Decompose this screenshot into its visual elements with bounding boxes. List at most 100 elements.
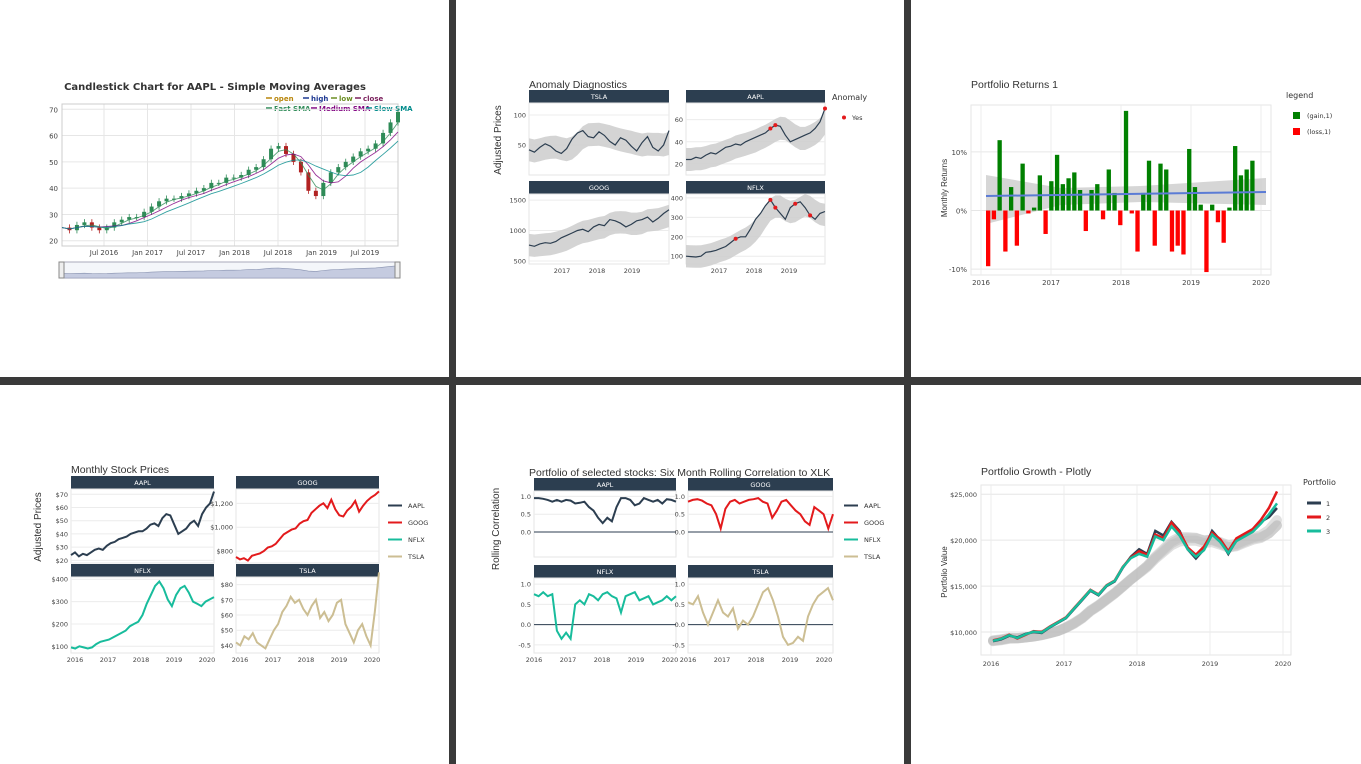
candle-body-26 bbox=[254, 167, 259, 170]
bar-4 bbox=[1008, 187, 1014, 211]
anomaly-point-1-2 bbox=[823, 106, 827, 111]
facet-y-tick-2-1: 1000 bbox=[509, 227, 526, 235]
x-tick-0-3: 2019 bbox=[628, 656, 645, 664]
legend-title: Anomaly bbox=[832, 93, 867, 102]
facet-line-1 bbox=[687, 497, 834, 533]
candle-body-28 bbox=[269, 148, 274, 160]
candle-body-23 bbox=[231, 177, 236, 179]
facet-strip-label-2: NFLX bbox=[134, 567, 151, 575]
legend-label-0: open bbox=[274, 95, 294, 103]
chart-title: Anomaly Diagnostics bbox=[529, 79, 627, 91]
legend-label-2: NFLX bbox=[864, 536, 881, 544]
bar-15 bbox=[1072, 172, 1077, 211]
candle-body-34 bbox=[313, 190, 318, 197]
bar-27 bbox=[1141, 192, 1146, 211]
facet-strip-2 bbox=[529, 181, 669, 194]
legend-label-3: TSLA bbox=[407, 553, 425, 561]
panel-returns: Portfolio Returns 1 Monthly Returns -10% 0%… bbox=[911, 0, 1361, 377]
candle-body-40 bbox=[358, 151, 363, 157]
y-tick-3: 50 bbox=[49, 159, 58, 167]
bar-17 bbox=[1083, 210, 1088, 232]
x-tick-1-2: 2019 bbox=[781, 267, 798, 275]
facet-line-2 bbox=[533, 590, 677, 642]
candle-body-37 bbox=[336, 167, 341, 173]
bar-43 bbox=[1233, 146, 1238, 211]
legend-label-2: low bbox=[339, 95, 353, 103]
bar-10 bbox=[1043, 210, 1048, 234]
bar-16 bbox=[1077, 190, 1083, 211]
legend-label-0: 1 bbox=[1326, 500, 1330, 508]
x-tick-3: 2019 bbox=[1202, 660, 1219, 668]
facet-y-tick-3-2: 0.5 bbox=[675, 601, 685, 609]
x-tick-0: Jul 2016 bbox=[89, 249, 119, 257]
facet-y-tick-1-1: 40 bbox=[675, 138, 683, 146]
x-tick-0-0: 2016 bbox=[526, 656, 543, 664]
facet-strip-1 bbox=[688, 478, 833, 491]
legend-label-1: (loss,1) bbox=[1307, 128, 1331, 136]
facet-strip-3 bbox=[686, 181, 825, 194]
sma-line-0 bbox=[61, 122, 399, 230]
y-tick-3: $25,000 bbox=[950, 491, 977, 499]
facet-frame-3 bbox=[687, 577, 834, 654]
facet-strip-label-0: AAPL bbox=[597, 481, 614, 489]
anomaly-point-3-0 bbox=[733, 236, 738, 241]
facet-y-tick-0-1: $30 bbox=[56, 544, 68, 552]
y-axis-label: Adjusted Prices bbox=[493, 105, 504, 174]
facet-strip-0 bbox=[71, 476, 214, 489]
candle-body-3 bbox=[82, 222, 87, 225]
bar-41 bbox=[1221, 210, 1226, 243]
facet-y-tick-3-4: $80 bbox=[221, 581, 233, 589]
candle-body-17 bbox=[186, 193, 191, 197]
x-tick-2: 2018 bbox=[1129, 660, 1146, 668]
rolling-correlation-chart: Portfolio of selected stocks: Six Month … bbox=[491, 467, 884, 664]
panel-rolling-correlation: Portfolio of selected stocks: Six Month … bbox=[456, 385, 904, 764]
x-tick-0-3: 2019 bbox=[166, 656, 183, 664]
facet-band-2 bbox=[529, 204, 669, 257]
x-tick-1-4: 2020 bbox=[364, 656, 381, 664]
x-tick-5: Jan 2019 bbox=[305, 249, 337, 257]
legend-label-2: NFLX bbox=[408, 536, 425, 544]
bar-7 bbox=[1026, 210, 1031, 214]
facet-strip-0 bbox=[534, 478, 676, 491]
facet-line-3 bbox=[685, 198, 826, 258]
y-tick-0: 20 bbox=[49, 238, 58, 246]
facet-strip-3 bbox=[236, 564, 379, 577]
legend-label-1: GOOG bbox=[864, 519, 884, 527]
candle-body-19 bbox=[201, 188, 206, 191]
bar-21 bbox=[1106, 169, 1111, 211]
x-tick-0-2: 2019 bbox=[624, 267, 641, 275]
x-tick-4: Jul 2018 bbox=[263, 249, 293, 257]
legend-label-1: 2 bbox=[1326, 514, 1330, 522]
bar-33 bbox=[1175, 210, 1180, 246]
facet-line-2 bbox=[528, 209, 670, 247]
anomaly-chart: Anomaly Diagnostics Adjusted Prices TSLA 50… bbox=[493, 79, 867, 275]
facet-y-tick-0-2: 1.0 bbox=[521, 493, 531, 501]
bar-2 bbox=[997, 140, 1002, 211]
y-tick-2: 40 bbox=[49, 185, 58, 193]
legend-swatch-1 bbox=[1293, 128, 1300, 135]
facet-y-tick-1-2: 1.0 bbox=[675, 493, 685, 501]
range-slider-handle-left bbox=[58, 261, 65, 279]
bar-36 bbox=[1192, 187, 1198, 211]
anomaly-point-1-1 bbox=[773, 123, 778, 128]
bar-29 bbox=[1152, 210, 1157, 246]
legend-label-3: TSLA bbox=[863, 553, 881, 561]
x-tick-1-0: 2016 bbox=[680, 656, 697, 664]
candle-body-44 bbox=[388, 122, 393, 133]
facet-strip-label-0: AAPL bbox=[134, 479, 151, 487]
facet-band-1 bbox=[686, 111, 825, 171]
x-tick-0: 2016 bbox=[983, 660, 1000, 668]
facet-y-tick-1-2: $1,200 bbox=[210, 500, 233, 508]
candlestick-chart: Candlestick Chart for AAPL - Simple Movi… bbox=[49, 82, 413, 279]
x-tick-2: 2018 bbox=[1112, 279, 1130, 287]
bar-34 bbox=[1181, 210, 1186, 255]
y-axis-label: Rolling Correlation bbox=[491, 488, 502, 570]
facet-y-tick-0-0: 50 bbox=[518, 142, 526, 150]
bar-18 bbox=[1089, 190, 1094, 211]
y-tick-0: -10% bbox=[949, 266, 967, 274]
facet-strip-label-3: TSLA bbox=[751, 568, 769, 576]
x-tick-0-2: 2018 bbox=[133, 656, 150, 664]
x-tick-6: Jul 2019 bbox=[350, 249, 380, 257]
x-tick-1-0: 2016 bbox=[232, 656, 249, 664]
facet-y-tick-2-1: $200 bbox=[51, 620, 68, 628]
